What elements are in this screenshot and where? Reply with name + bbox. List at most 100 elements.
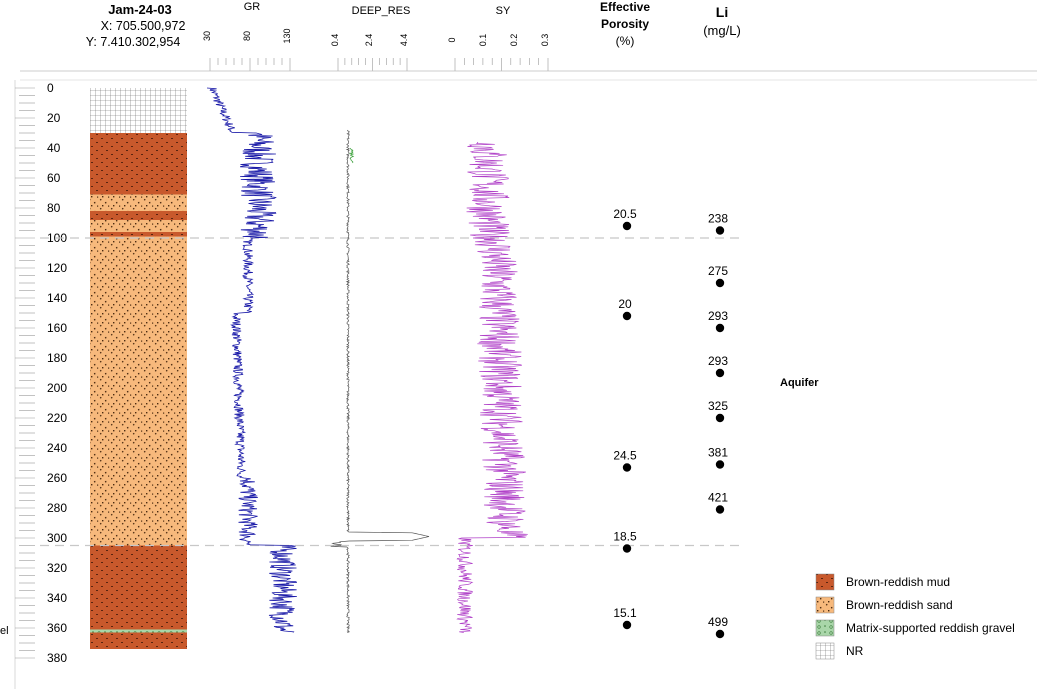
- lithium-point: [715, 226, 725, 235]
- lithology-interval-gravel: [90, 629, 187, 633]
- lithology-interval-mud: [90, 211, 187, 220]
- legend-swatch-mud: [815, 573, 835, 591]
- porosity-point: [622, 544, 632, 553]
- legend-label-sand: Brown-reddish sand: [846, 598, 953, 612]
- lithium-title-line-2: (mg/L): [703, 23, 741, 38]
- deep-res-accent-curve: [348, 147, 355, 164]
- porosity-point: [622, 463, 632, 472]
- lithium-point: [715, 460, 725, 469]
- porosity-point: [622, 311, 632, 321]
- depth-tick-label: 280: [47, 501, 67, 515]
- left-edge-label: el: [0, 625, 9, 637]
- porosity-point: [622, 620, 632, 630]
- well-y-coordinate: Y: 7.410.302,954: [86, 35, 181, 49]
- lithology-interval-sand: [90, 220, 187, 232]
- sy-curve: [456, 141, 528, 633]
- lithology-interval-sand: [90, 236, 187, 546]
- lithium-value-label: 275: [708, 264, 728, 278]
- lithium-value-label: 238: [708, 212, 728, 226]
- depth-tick-label: 320: [47, 561, 67, 575]
- deep-res-tick-labels: 0.4 2.4 4.4: [330, 34, 409, 71]
- depth-tick-label: 380: [47, 651, 67, 665]
- lithium-points: 238 275 293 293 325 381 421 499: [708, 212, 728, 639]
- depth-tick-label: 180: [47, 351, 67, 365]
- porosity-header: Effective Porosity (%): [600, 0, 650, 48]
- depth-tick-label: 20: [47, 111, 61, 125]
- lithium-point: [715, 505, 725, 514]
- lithium-value-label: 293: [708, 354, 728, 368]
- depth-tick-label: 0: [47, 81, 54, 95]
- lithium-value-label: 325: [708, 399, 728, 413]
- deep-res-curve: [330, 129, 430, 633]
- depth-tick-label: 40: [47, 141, 61, 155]
- gr-track-title: GR: [244, 1, 261, 13]
- depth-tick-label: 120: [47, 261, 67, 275]
- legend-label-gravel: Matrix-supported reddish gravel: [846, 621, 1015, 635]
- gr-curve: [206, 87, 298, 633]
- left-ruler: [15, 87, 35, 659]
- header-tick-label: 0.1: [478, 34, 488, 47]
- well-x-coordinate: X: 705.500,972: [101, 19, 186, 33]
- depth-tick-label: 300: [47, 531, 67, 545]
- depth-tick-label: 60: [47, 171, 61, 185]
- depth-tick-label: 160: [47, 321, 67, 335]
- aquifer-label: Aquifer: [780, 377, 819, 389]
- log-curves: [206, 87, 528, 633]
- legend-swatch-nr: [815, 642, 835, 660]
- lithium-point: [715, 323, 725, 333]
- porosity-value-label: 18.5: [613, 530, 637, 544]
- depth-tick-label: 240: [47, 441, 67, 455]
- lithology-interval-sand: [90, 194, 187, 211]
- lithium-value-label: 293: [708, 309, 728, 323]
- porosity-title-line-3: (%): [616, 34, 635, 48]
- porosity-value-label: 15.1: [613, 606, 637, 620]
- porosity-value-label: 24.5: [613, 449, 637, 463]
- header-tick-label: 0.4: [330, 34, 340, 47]
- lithium-value-label: 381: [708, 446, 728, 460]
- lithology-interval-mud: [90, 232, 187, 237]
- depth-tick-label: 140: [47, 291, 67, 305]
- lithium-value-label: 499: [708, 615, 728, 629]
- legend-label-nr: NR: [846, 644, 864, 658]
- lithium-point: [715, 413, 725, 423]
- depth-tick-label: 80: [47, 201, 61, 215]
- well-header: Jam-24-03 X: 705.500,972 Y: 7.410.302,95…: [86, 2, 186, 49]
- sy-track-header: SY 0 0.1 0.2 0.3: [447, 5, 550, 71]
- porosity-points: 20.5 20 24.5 18.5 15.1: [613, 207, 637, 630]
- deep-res-track-header: DEEP_RES 0.4 2.4 4.4: [330, 5, 410, 71]
- depth-tick-label: 260: [47, 471, 67, 485]
- gr-tick-labels: 30 80 130: [202, 28, 292, 71]
- depth-tick-label: 220: [47, 411, 67, 425]
- legend-swatch-gravel: [815, 619, 835, 637]
- well-name: Jam-24-03: [108, 2, 172, 17]
- header-tick-label: 80: [242, 31, 252, 41]
- lithology-interval-mud: [90, 632, 187, 649]
- depth-tick-label: 340: [47, 591, 67, 605]
- header-tick-label: 30: [202, 31, 212, 41]
- lithology-legend: Brown-reddish mud Brown-reddish sand Matri…: [815, 573, 1015, 660]
- sy-tick-labels: 0 0.1 0.2 0.3: [447, 34, 550, 71]
- lithium-title-line-1: Li: [716, 4, 728, 20]
- sy-track-title: SY: [496, 5, 511, 17]
- porosity-title-line-1: Effective: [600, 0, 650, 14]
- porosity-value-label: 20.5: [613, 207, 637, 221]
- header-tick-label: 0: [447, 37, 457, 42]
- lithology-interval-nr: [90, 88, 187, 133]
- porosity-title-line-2: Porosity: [601, 17, 649, 31]
- legend-swatch-sand: [815, 596, 835, 614]
- porosity-point: [622, 221, 632, 231]
- depth-tick-label: 360: [47, 621, 67, 635]
- lithium-point: [715, 278, 725, 288]
- gr-track-header: GR 30 80 130: [202, 1, 292, 71]
- header-tick-label: 2.4: [364, 34, 374, 47]
- depth-tick-label: 200: [47, 381, 67, 395]
- lithium-header: Li (mg/L): [703, 4, 741, 38]
- header-tick-label: 130: [282, 28, 292, 43]
- lithology-interval-mud: [90, 545, 187, 630]
- lithium-point: [715, 629, 725, 639]
- legend-label-mud: Brown-reddish mud: [846, 575, 950, 589]
- depth-axis: 0204060801001201401601802002202402602803…: [47, 81, 67, 665]
- lithology-column: [90, 88, 187, 649]
- deep-res-track-title: DEEP_RES: [352, 5, 411, 17]
